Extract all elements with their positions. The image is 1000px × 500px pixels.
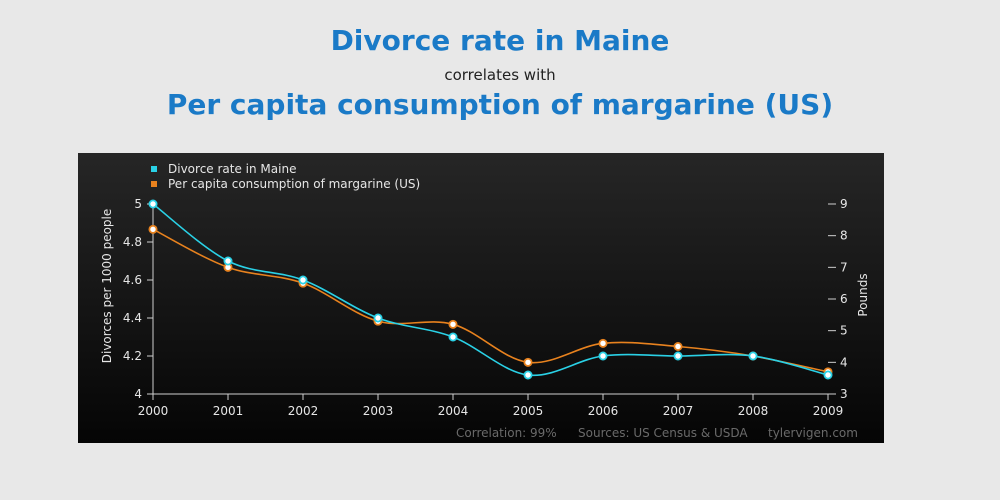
y-right-tick-label: 8 — [840, 229, 848, 243]
y-left-tick-label: 4.4 — [123, 311, 142, 325]
x-tick-label: 2004 — [438, 404, 469, 418]
x-tick-label: 2005 — [513, 404, 544, 418]
y-right-tick-label: 5 — [840, 324, 848, 338]
data-point-divorce — [598, 351, 608, 361]
y-left-tick-label: 4.8 — [123, 235, 142, 249]
correlation-text: Correlation: 99% — [456, 426, 557, 440]
data-point-margarine — [598, 338, 608, 348]
legend-label-divorce: Divorce rate in Maine — [168, 162, 296, 176]
data-point-divorce — [298, 275, 308, 285]
x-tick-label: 2000 — [138, 404, 169, 418]
y-right-axis-label: Pounds — [856, 273, 870, 316]
sources-text: Sources: US Census & USDA — [578, 426, 748, 440]
data-point-divorce — [448, 332, 458, 342]
chart-title-a: Divorce rate in Maine — [330, 24, 670, 57]
legend-swatch-divorce — [151, 166, 157, 172]
data-point-margarine — [448, 319, 458, 329]
data-point-divorce — [673, 351, 683, 361]
legend-swatch-margarine — [151, 181, 157, 187]
data-point-divorce — [523, 370, 533, 380]
y-right-tick-label: 6 — [840, 292, 848, 306]
y-left-tick-label: 5 — [134, 197, 142, 211]
series-line-margarine — [152, 228, 829, 373]
x-tick-label: 2006 — [588, 404, 619, 418]
x-tick-label: 2001 — [213, 404, 244, 418]
y-left-tick-label: 4.2 — [123, 349, 142, 363]
y-left-tick-label: 4 — [134, 387, 142, 401]
x-tick-label: 2008 — [738, 404, 769, 418]
x-tick-label: 2007 — [663, 404, 694, 418]
data-point-divorce — [223, 256, 233, 266]
chart-panel: 4 4.2 4.4 4.6 4.8 5 3 4 5 6 7 8 9 2000 2001 2002 2003 200… — [78, 153, 884, 443]
line-chart: 4 4.2 4.4 4.6 4.8 5 3 4 5 6 7 8 9 2000 2001 2002 2003 200… — [100, 162, 870, 440]
x-tick-label: 2002 — [288, 404, 319, 418]
y-left-axis-label: Divorces per 1000 people — [100, 209, 114, 364]
chart-title-b: Per capita consumption of margarine (US) — [166, 88, 834, 121]
x-tick-label: 2003 — [363, 404, 394, 418]
x-tick-label: 2009 — [813, 404, 844, 418]
y-right-tick-label: 3 — [840, 387, 848, 401]
data-point-divorce — [748, 351, 758, 361]
y-right-tick-label: 9 — [840, 197, 848, 211]
data-point-margarine — [148, 224, 158, 234]
series-line-divorce — [152, 203, 829, 377]
data-point-margarine — [523, 357, 533, 367]
data-point-divorce — [148, 199, 158, 209]
legend-label-margarine: Per capita consumption of margarine (US) — [168, 177, 420, 191]
site-credit: tylervigen.com — [768, 426, 858, 440]
y-left-tick-label: 4.6 — [123, 273, 142, 287]
y-right-tick-label: 4 — [840, 355, 848, 369]
correlates-with-text: correlates with — [444, 66, 556, 84]
data-point-margarine — [673, 341, 683, 351]
data-point-divorce — [823, 370, 833, 380]
data-point-divorce — [373, 313, 383, 323]
y-right-tick-label: 7 — [840, 260, 848, 274]
